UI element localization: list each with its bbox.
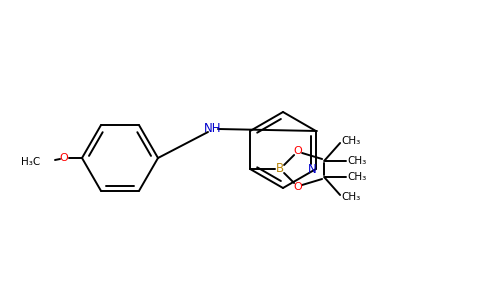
Text: N: N — [307, 163, 316, 176]
Text: B: B — [276, 163, 284, 176]
Text: CH₃: CH₃ — [347, 156, 366, 166]
Text: O: O — [294, 146, 302, 156]
Text: O: O — [60, 153, 68, 163]
Text: H₃C: H₃C — [21, 157, 40, 167]
Text: CH₃: CH₃ — [341, 192, 361, 202]
Text: CH₃: CH₃ — [347, 172, 366, 182]
Text: O: O — [294, 182, 302, 192]
Text: CH₃: CH₃ — [341, 136, 361, 146]
Text: NH: NH — [204, 122, 222, 134]
